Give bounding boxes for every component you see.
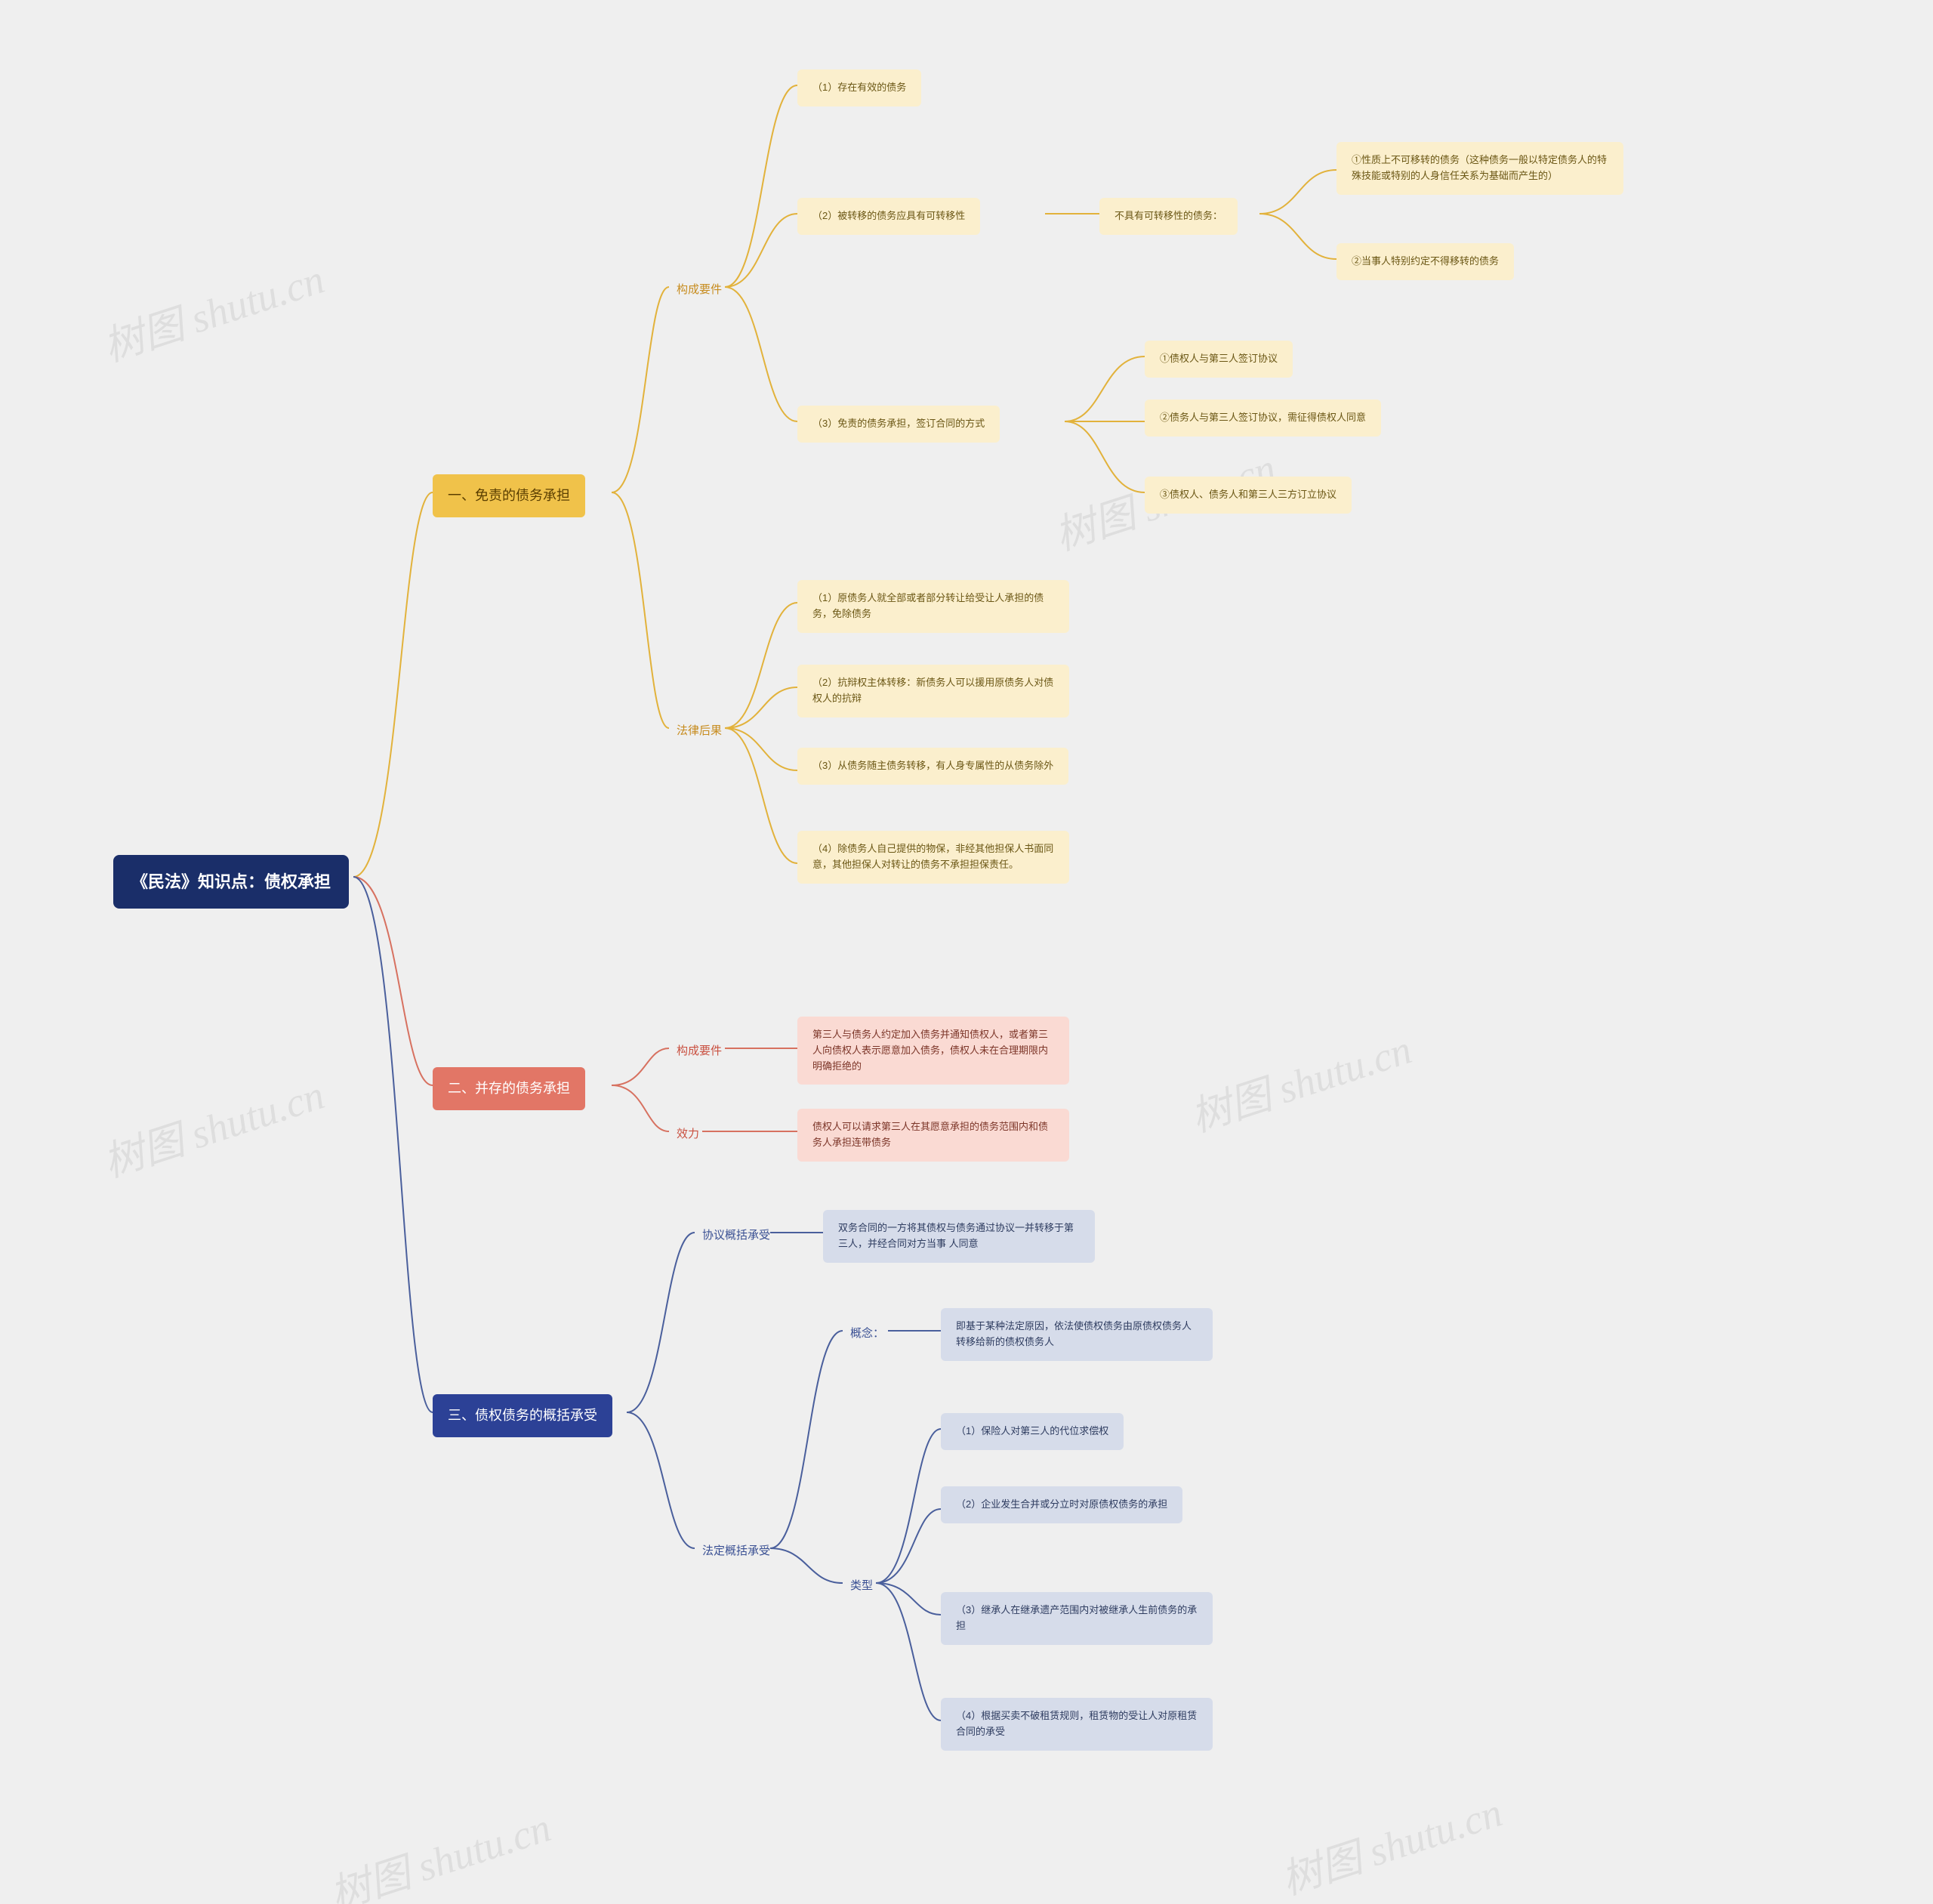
leaf-e2[interactable]: （2）抗辩权主体转移：新债务人可以援用原债务人对债权人的抗辩 <box>797 665 1069 717</box>
watermark: 树图 shutu.cn <box>1272 1779 1509 1904</box>
leaf-r3c[interactable]: ③债权人、债务人和第三人三方订立协议 <box>1145 477 1352 514</box>
leaf-3-agree[interactable]: 双务合同的一方将其债权与债务通过协议一并转移于第三人，并经合同对方当事 人同意 <box>823 1210 1095 1263</box>
watermark: 树图 shutu.cn <box>1182 1016 1418 1143</box>
branch-2-req[interactable]: 构成要件 <box>669 1038 729 1065</box>
leaf-t1[interactable]: （1）保险人对第三人的代位求偿权 <box>941 1413 1124 1450</box>
leaf-t4[interactable]: （4）根据买卖不破租赁规则，租赁物的受让人对原租赁合同的承受 <box>941 1698 1213 1751</box>
leaf-t3[interactable]: （3）继承人在继承遗产范围内对被继承人生前债务的承担 <box>941 1592 1213 1645</box>
leaf-e4[interactable]: （4）除债务人自己提供的物保，非经其他担保人书面同意，其他担保人对转让的债务不承… <box>797 831 1069 884</box>
watermark: 树图 shutu.cn <box>94 1061 331 1189</box>
leaf-r2b[interactable]: ②当事人特别约定不得移转的债务 <box>1336 243 1514 280</box>
branch-1-effect[interactable]: 法律后果 <box>669 717 729 745</box>
branch-2[interactable]: 二、并存的债务承担 <box>433 1067 585 1110</box>
watermark: 树图 shutu.cn <box>321 1794 557 1904</box>
leaf-2-effect[interactable]: 债权人可以请求第三人在其愿意承担的债务范围内和债务人承担连带债务 <box>797 1109 1069 1162</box>
branch-3-concept-label[interactable]: 概念： <box>843 1320 892 1347</box>
branch-2-effect[interactable]: 效力 <box>669 1121 707 1148</box>
branch-3-types-label[interactable]: 类型 <box>843 1572 880 1600</box>
leaf-t2[interactable]: （2）企业发生合并或分立时对原债权债务的承担 <box>941 1486 1182 1523</box>
leaf-r1[interactable]: （1）存在有效的债务 <box>797 69 921 106</box>
root-node[interactable]: 《民法》知识点：债权承担 <box>113 855 349 909</box>
leaf-r3[interactable]: （3）免责的债务承担，签订合同的方式 <box>797 406 1000 443</box>
leaf-3-concept[interactable]: 即基于某种法定原因，依法使债权债务由原债权债务人转移给新的债权债务人 <box>941 1308 1213 1361</box>
mindmap-canvas: 树图 shutu.cn 树图 shutu.cn 树图 shutu.cn 树图 s… <box>0 0 1933 1904</box>
leaf-r3a[interactable]: ①债权人与第三人签订协议 <box>1145 341 1293 378</box>
watermark: 树图 shutu.cn <box>94 245 331 373</box>
branch-1[interactable]: 一、免责的债务承担 <box>433 474 585 517</box>
leaf-r2-mid[interactable]: 不具有可转移性的债务： <box>1099 198 1238 235</box>
leaf-r2[interactable]: （2）被转移的债务应具有可转移性 <box>797 198 980 235</box>
leaf-e3[interactable]: （3）从债务随主债务转移，有人身专属性的从债务除外 <box>797 748 1068 785</box>
branch-3-agree[interactable]: 协议概括承受 <box>695 1222 778 1249</box>
leaf-r2a[interactable]: ①性质上不可移转的债务（这种债务一般以特定债务人的特殊技能或特别的人身信任关系为… <box>1336 142 1623 195</box>
branch-1-req[interactable]: 构成要件 <box>669 276 729 304</box>
leaf-e1[interactable]: （1）原债务人就全部或者部分转让给受让人承担的债务，免除债务 <box>797 580 1069 633</box>
branch-3-legal[interactable]: 法定概括承受 <box>695 1538 778 1565</box>
leaf-2-req[interactable]: 第三人与债务人约定加入债务并通知债权人，或者第三人向债权人表示愿意加入债务，债权… <box>797 1017 1069 1085</box>
leaf-r3b[interactable]: ②债务人与第三人签订协议，需征得债权人同意 <box>1145 400 1381 437</box>
branch-3[interactable]: 三、债权债务的概括承受 <box>433 1394 612 1437</box>
